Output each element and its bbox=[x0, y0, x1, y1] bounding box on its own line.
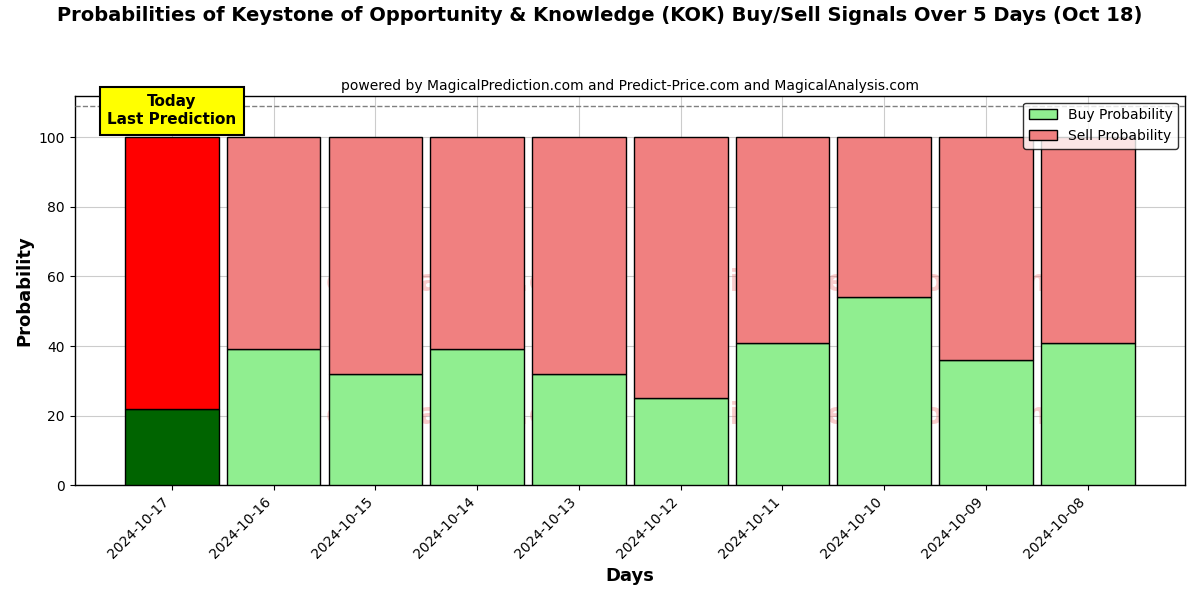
Bar bbox=[634, 137, 727, 398]
Bar bbox=[125, 137, 218, 409]
Title: powered by MagicalPrediction.com and Predict-Price.com and MagicalAnalysis.com: powered by MagicalPrediction.com and Pre… bbox=[341, 79, 919, 93]
Text: calAnalysis.com: calAnalysis.com bbox=[326, 268, 600, 297]
Bar bbox=[1040, 137, 1134, 343]
Bar bbox=[736, 137, 829, 343]
X-axis label: Days: Days bbox=[605, 567, 654, 585]
Text: MagicalPrediction.com: MagicalPrediction.com bbox=[656, 268, 1046, 297]
Legend: Buy Probability, Sell Probability: Buy Probability, Sell Probability bbox=[1024, 103, 1178, 149]
Bar bbox=[431, 349, 524, 485]
Text: calAnalysis.com: calAnalysis.com bbox=[326, 401, 600, 430]
Bar bbox=[736, 343, 829, 485]
Bar bbox=[431, 137, 524, 349]
Text: Today
Last Prediction: Today Last Prediction bbox=[107, 94, 236, 127]
Text: Probabilities of Keystone of Opportunity & Knowledge (KOK) Buy/Sell Signals Over: Probabilities of Keystone of Opportunity… bbox=[58, 6, 1142, 25]
Bar bbox=[1040, 343, 1134, 485]
Bar bbox=[838, 137, 931, 298]
Y-axis label: Probability: Probability bbox=[16, 235, 34, 346]
Bar bbox=[329, 374, 422, 485]
Text: MagicalPrediction.com: MagicalPrediction.com bbox=[656, 401, 1046, 430]
Bar bbox=[634, 398, 727, 485]
Bar bbox=[227, 137, 320, 349]
Bar bbox=[227, 349, 320, 485]
Bar bbox=[532, 137, 625, 374]
Bar bbox=[940, 360, 1033, 485]
Bar bbox=[125, 409, 218, 485]
Bar bbox=[329, 137, 422, 374]
Bar bbox=[940, 137, 1033, 360]
Bar bbox=[532, 374, 625, 485]
Bar bbox=[838, 298, 931, 485]
